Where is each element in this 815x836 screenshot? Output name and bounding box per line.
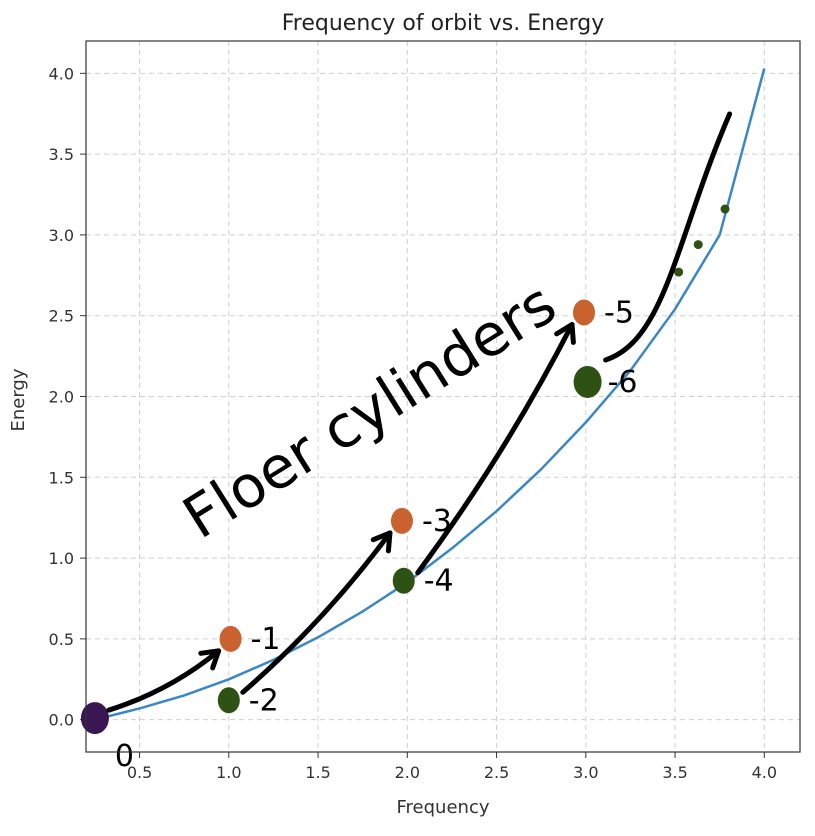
orbit-point-label: -6 [608, 365, 638, 400]
floer-arrow [106, 648, 222, 713]
y-axis-label: Energy [8, 368, 29, 431]
arrow-layer [106, 111, 733, 713]
orbit-point [573, 299, 596, 326]
plot-frame [85, 40, 801, 753]
orbit-point-label: -1 [251, 622, 281, 657]
y-tick-label: 0.5 [49, 630, 74, 649]
y-tick-label: 1.0 [49, 549, 74, 568]
y-tick-label: 0.0 [49, 711, 74, 730]
floer-arrowhead [198, 648, 222, 671]
energy-curve [94, 68, 766, 721]
orbit-point [392, 567, 415, 594]
series-layer [94, 68, 766, 721]
point-layer: 0-1-2-3-4-5-6 [80, 204, 730, 774]
y-tick-label: 2.0 [49, 388, 74, 407]
orbit-point [390, 507, 413, 534]
floer-arrowhead [370, 530, 393, 554]
x-tick-label: 4.0 [752, 763, 777, 782]
orbit-point-label: -5 [604, 295, 634, 330]
x-tick-label: 1.5 [305, 763, 330, 782]
y-tick-label: 4.0 [49, 64, 74, 83]
x-tick-label: 2.5 [484, 763, 509, 782]
orbit-point [217, 687, 240, 714]
orbit-point-label: -2 [249, 683, 279, 718]
x-tick-label: 1.0 [216, 763, 241, 782]
x-tick-label: 3.5 [662, 763, 687, 782]
orbit-point [720, 204, 730, 214]
grid [86, 41, 800, 752]
orbit-point [219, 625, 242, 652]
y-tick-label: 3.0 [49, 226, 74, 245]
floer-arrow [240, 530, 393, 695]
chart-title: Frequency of orbit vs. Energy [282, 11, 605, 36]
x-tick-label: 3.0 [573, 763, 598, 782]
orbit-point [693, 240, 703, 250]
floer-arrowhead [554, 321, 576, 345]
x-tick-label: 0.5 [127, 763, 152, 782]
floer-stroke [603, 111, 733, 363]
orbit-point [573, 365, 602, 398]
x-axis-label: Frequency [397, 797, 490, 818]
y-tick-label: 2.5 [49, 307, 74, 326]
orbit-point-label: 0 [115, 739, 134, 774]
orbit-point-label: -4 [424, 564, 454, 599]
y-tick-label: 3.5 [49, 145, 74, 164]
orbit-point [674, 267, 684, 277]
floer-arrow [415, 321, 575, 576]
y-tick-label: 1.5 [49, 468, 74, 487]
ticks: 0.5 1.0 1.5 2.0 2.5 3.0 3.5 4.0 0.0 0.5 1.0 1.5 2.0 2… [49, 64, 777, 782]
x-tick-label: 2.0 [395, 763, 420, 782]
orbit-point [80, 702, 109, 735]
